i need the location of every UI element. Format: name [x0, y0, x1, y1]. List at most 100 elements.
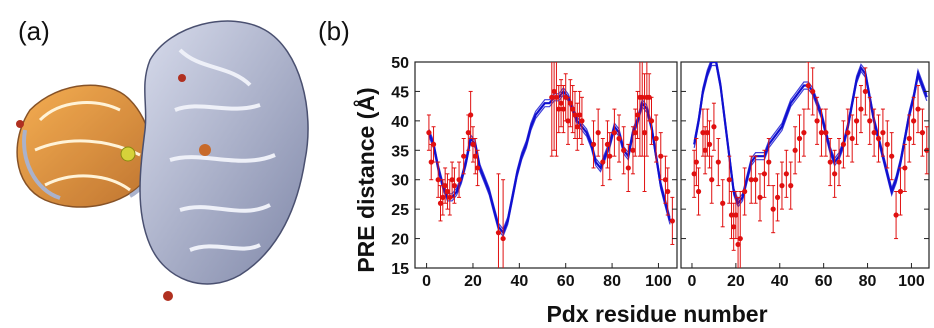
data-point: [871, 130, 877, 136]
data-point: [695, 188, 702, 195]
data-point: [693, 159, 699, 165]
x-tick-label: 0: [422, 273, 431, 290]
data-point: [849, 135, 855, 142]
data-point: [442, 183, 448, 189]
data-point: [625, 165, 631, 171]
data-point: [577, 112, 583, 118]
plot-right: 0 20 40 60 80 100: [680, 61, 930, 290]
data-point: [572, 112, 578, 118]
data-point: [495, 230, 502, 236]
data-point: [435, 177, 441, 183]
data-point: [570, 106, 576, 112]
protein-structure-illustration: [16, 20, 309, 301]
data-point: [658, 153, 664, 159]
data-point: [611, 130, 617, 136]
data-point: [889, 153, 895, 159]
data-point: [428, 159, 434, 165]
data-point: [465, 130, 471, 136]
data-point: [810, 88, 816, 95]
data-point: [558, 100, 564, 106]
data-point: [549, 94, 555, 100]
data-point: [500, 235, 506, 242]
data-point: [630, 147, 636, 153]
data-point: [779, 183, 785, 189]
data-point: [836, 159, 842, 165]
data-point: [590, 141, 597, 147]
x-tick-label: 60: [815, 273, 833, 290]
data-point: [715, 159, 721, 165]
data-point: [579, 118, 585, 124]
y-tick-label: 40: [391, 114, 409, 131]
data-point: [774, 194, 781, 200]
y-tick-label: 50: [391, 55, 409, 72]
data-point: [704, 130, 710, 136]
putidaredoxin-ribbon: [16, 84, 156, 208]
data-point: [875, 135, 882, 142]
data-point: [472, 153, 478, 159]
x-axis-title: Pdx residue number: [546, 301, 767, 327]
data-point: [574, 124, 580, 130]
data-point: [867, 118, 873, 124]
model-line: [427, 89, 672, 235]
data-point: [475, 165, 481, 171]
data-point: [600, 159, 606, 165]
data-point: [639, 94, 645, 100]
data-point: [728, 212, 735, 218]
data-point: [607, 153, 613, 159]
data-point: [880, 130, 886, 136]
data-point: [565, 118, 571, 124]
data-point: [468, 112, 474, 118]
data-point: [563, 94, 569, 100]
x-tick-label: 100: [898, 273, 925, 290]
x-tick-label: 40: [510, 273, 528, 290]
data-point: [731, 224, 737, 230]
data-point: [915, 106, 921, 112]
data-point: [853, 118, 860, 124]
data-point: [840, 141, 847, 147]
data-point: [827, 159, 833, 165]
y-axis-title: PRE distance (Å): [352, 87, 379, 272]
x-tick-label: 20: [727, 273, 745, 290]
data-point: [858, 106, 864, 112]
data-point: [766, 159, 772, 165]
data-point: [702, 147, 708, 153]
y-tick-label: 30: [391, 173, 409, 190]
panel-a-label: (a): [18, 16, 50, 46]
data-point: [456, 177, 462, 183]
pre-distance-plots: PRE distance (Å) Pdx residue number 0 20 4…: [352, 55, 930, 327]
x-tick-label: 0: [688, 273, 697, 290]
data-point: [757, 194, 763, 200]
x-tick-label: 40: [771, 273, 789, 290]
data-point: [818, 130, 825, 136]
data-point: [733, 212, 739, 218]
data-point: [595, 130, 601, 136]
data-point: [832, 171, 838, 177]
data-point: [426, 130, 432, 136]
y-tick-label: 35: [391, 143, 409, 160]
data-point: [653, 135, 659, 142]
data-point: [753, 177, 759, 183]
data-point: [449, 177, 455, 183]
data-point: [451, 183, 458, 189]
data-point: [621, 147, 627, 153]
data-point: [560, 106, 566, 112]
data-point: [737, 235, 743, 242]
data-point: [551, 88, 557, 95]
data-point: [700, 130, 706, 136]
data-point: [440, 194, 446, 200]
data-point: [906, 135, 912, 142]
data-point: [788, 183, 794, 189]
data-point: [770, 206, 776, 212]
data-point: [796, 135, 803, 142]
y-tick-label: 15: [391, 261, 409, 278]
data-point: [665, 188, 671, 195]
data-point: [720, 200, 726, 206]
data-point: [632, 130, 638, 136]
x-tick-label: 60: [557, 273, 575, 290]
y-tick-label: 20: [391, 232, 409, 249]
data-point: [845, 130, 851, 136]
data-point: [902, 165, 908, 171]
data-point: [761, 171, 767, 177]
data-point: [437, 200, 444, 206]
data-point: [646, 94, 652, 100]
